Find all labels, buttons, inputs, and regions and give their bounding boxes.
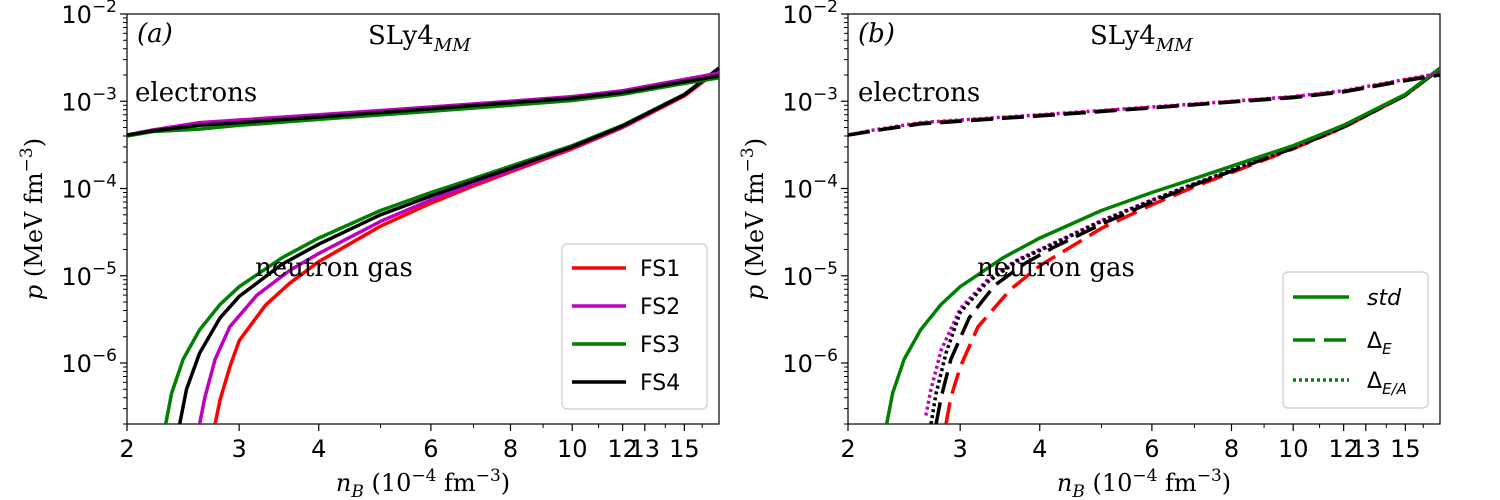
panel-a-electrons-annotation: electrons (135, 78, 257, 108)
panel-b-legend: std ΔE ΔE/A (1282, 271, 1429, 409)
panel-b-x-tick-label: 3 (953, 435, 968, 463)
panel-b-x-tick-label: 15 (1390, 435, 1421, 463)
panel-b-x-tick-label: 4 (1032, 435, 1047, 463)
panel-b-neutron-gas-annotation: neutron gas (977, 253, 1135, 283)
panel-a-legend-label-fs4: FS4 (640, 371, 680, 396)
panel-b-series-line (884, 66, 1440, 424)
panel-b-x-tick-label: 13 (1351, 435, 1382, 463)
panel-b-y-tick-label: 10−2 (782, 0, 838, 29)
panel-a-curves (127, 66, 719, 424)
panel-a-series-line (127, 71, 719, 137)
panel-a-x-tick-label: 13 (630, 435, 661, 463)
panel-a-y-axis-label: p (MeV fm−3) (17, 138, 48, 300)
panel-b-x-tick-label: 2 (840, 435, 855, 463)
panel-a-y-tick-label: 10−6 (61, 346, 117, 378)
panel-a-neutron-gas-annotation: neutron gas (255, 253, 413, 283)
panel-a-y-tick-label: 10−4 (61, 172, 117, 204)
panel-a-x-tick-label: 8 (503, 435, 518, 463)
panel-b-series-line (929, 67, 1440, 424)
panel-b-legend-label-delta-e: ΔE (1367, 329, 1392, 358)
panel-b-y-axis-label: p (MeV fm−3) (738, 138, 769, 300)
panel-a-y-tick-label: 10−2 (61, 0, 117, 29)
panel-b-x-tick-label: 8 (1224, 435, 1239, 463)
panel-a-x-tick-label: 3 (232, 435, 247, 463)
panel-b-legend-label-std: std (1367, 286, 1402, 311)
panel-b-y-tick-label: 10−5 (782, 259, 838, 291)
panel-b-x-tick-label: 6 (1144, 435, 1159, 463)
panel-a-model-label: SLy4MM (368, 21, 471, 56)
panel-b-series-line (848, 71, 1440, 137)
panel-b-y-tick-label: 10−3 (782, 84, 838, 116)
panel-b-model-label: SLy4MM (1090, 21, 1193, 56)
panel-b-series-line (934, 67, 1440, 424)
panel-b-x-axis-label: nB (10−4 fm−3) (1057, 466, 1231, 500)
panel-a-legend-label-fs3: FS3 (640, 333, 680, 358)
panel-a-x-tick-label: 15 (669, 435, 700, 463)
panel-b-plot-frame (847, 13, 1441, 425)
panel-b-tag: (b) (858, 19, 895, 49)
panel-a-series-line (127, 76, 719, 138)
panel-a-legend: FS1 FS2 FS3 FS4 (561, 243, 708, 410)
panel-a-plot-frame (126, 13, 720, 425)
panel-a-legend-label-fs2: FS2 (640, 295, 680, 320)
panel-b-y-tick-label: 10−6 (782, 346, 838, 378)
panel-b-curves (848, 66, 1440, 424)
panel-a-tag: (a) (137, 19, 173, 49)
panel-a-x-tick-label: 12 (607, 435, 638, 463)
panel-b-x-tick-label: 12 (1328, 435, 1359, 463)
panel-a-x-tick-label: 10 (557, 435, 588, 463)
panel-a-x-tick-label: 6 (423, 435, 438, 463)
panel-a-y-tick-label: 10−3 (61, 84, 117, 116)
panel-a-legend-box (561, 243, 708, 410)
panel-a-series-line (127, 74, 719, 137)
panel-b-y-tick-label: 10−4 (782, 172, 838, 204)
panel-a-x-tick-label: 4 (311, 435, 326, 463)
panel-a-x-tick-label: 2 (119, 435, 134, 463)
panel-b-legend-label-delta-ea: ΔE/A (1367, 369, 1407, 398)
panel-a-series-line (177, 66, 719, 424)
panel-a-x-axis-label: nB (10−4 fm−3) (336, 466, 510, 500)
panel-b-legend-box (1282, 271, 1429, 409)
panel-b-electrons-annotation: electrons (858, 78, 980, 108)
panel-a-legend-label-fs1: FS1 (640, 257, 680, 282)
panel-a-y-tick-label: 10−5 (61, 259, 117, 291)
panel-b-x-tick-label: 10 (1278, 435, 1309, 463)
